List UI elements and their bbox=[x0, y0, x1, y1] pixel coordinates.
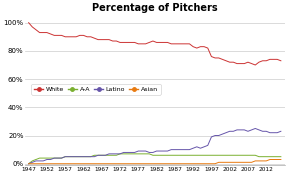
Title: Percentage of Pitchers: Percentage of Pitchers bbox=[92, 4, 217, 13]
Legend: White, A-A, Latino, Asian: White, A-A, Latino, Asian bbox=[31, 84, 160, 94]
